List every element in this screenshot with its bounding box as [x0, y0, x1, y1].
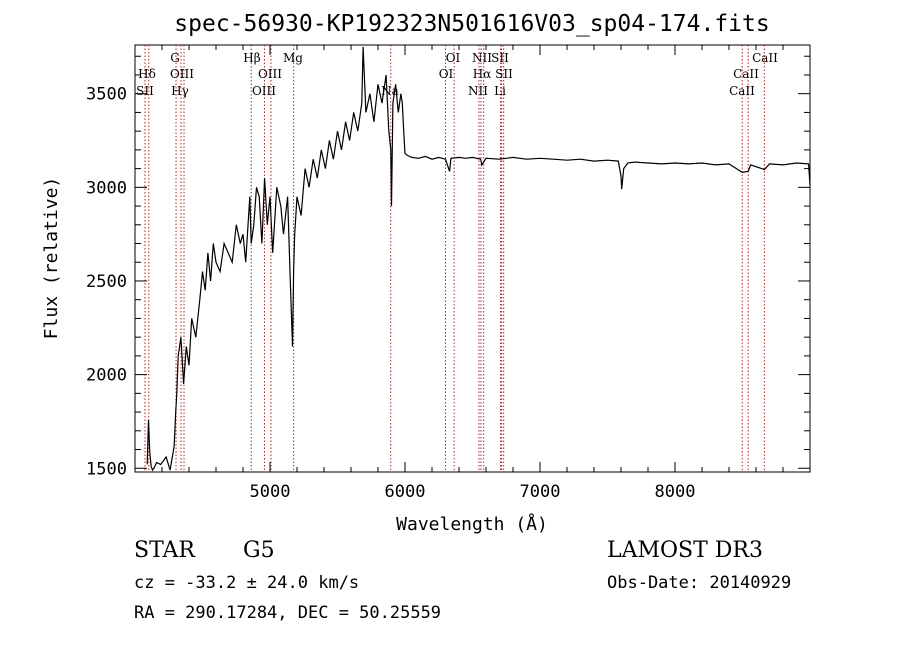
line-label-11: OI: [439, 67, 454, 81]
line-label-19: CaII: [733, 67, 759, 81]
spectral-subclass: G5: [243, 538, 275, 563]
x-tick-label-0: 5000: [250, 482, 291, 502]
axis-tick-labels: 5000 6000 7000 8000 1500 2000 2500 3000 3500: [86, 85, 695, 502]
axis-ticks: [135, 45, 810, 472]
line-label-5: Hβ: [243, 51, 260, 65]
chart-title: spec-56930-KP192323N501616V03_sp04-174.f…: [174, 11, 769, 37]
line-label-7: OIII: [252, 84, 276, 98]
line-label-12: NII: [472, 51, 492, 65]
line-label-2: G: [170, 51, 180, 65]
line-label-6: OIII: [258, 67, 282, 81]
line-label-18: CaII: [752, 51, 778, 65]
line-label-4: Hγ: [171, 84, 189, 98]
y-tick-label-1: 2000: [86, 366, 127, 386]
spectrum-series: [146, 46, 811, 472]
line-label-0: Hδ: [138, 67, 156, 81]
line-label-9: Na: [381, 84, 399, 98]
spectrum-line: [146, 46, 811, 472]
x-axis-label: Wavelength (Å): [396, 513, 548, 535]
line-label-17: Li: [494, 84, 506, 98]
line-label-1: SII: [136, 84, 154, 98]
y-axis-label: Flux (relative): [41, 177, 62, 340]
redshift-text: cz = -33.2 ± 24.0 km/s: [134, 573, 360, 593]
line-label-14: Hα: [473, 67, 492, 81]
line-label-13: SII: [491, 51, 509, 65]
line-label-15: SII: [495, 67, 513, 81]
coordinates-text: RA = 290.17284, DEC = 50.25559: [134, 603, 442, 623]
x-tick-label-2: 7000: [520, 482, 561, 502]
line-label-20: CaII: [729, 84, 755, 98]
y-tick-label-0: 1500: [86, 459, 127, 479]
survey-label: LAMOST DR3: [607, 538, 763, 563]
object-class: STAR: [134, 538, 195, 563]
plot-frame: [134, 44, 811, 473]
line-label-16: NII: [468, 84, 488, 98]
line-label-3: OIII: [170, 67, 194, 81]
x-tick-label-1: 6000: [385, 482, 426, 502]
obs-date-text: Obs-Date: 20140929: [607, 573, 792, 593]
emission-line-markers: [144, 45, 765, 472]
line-label-10: OI: [446, 51, 461, 65]
y-tick-label-4: 3500: [86, 85, 127, 105]
y-tick-label-2: 2500: [86, 272, 127, 292]
line-label-8: Mg: [283, 51, 303, 65]
y-tick-label-3: 3000: [86, 178, 127, 198]
x-tick-label-3: 8000: [655, 482, 696, 502]
